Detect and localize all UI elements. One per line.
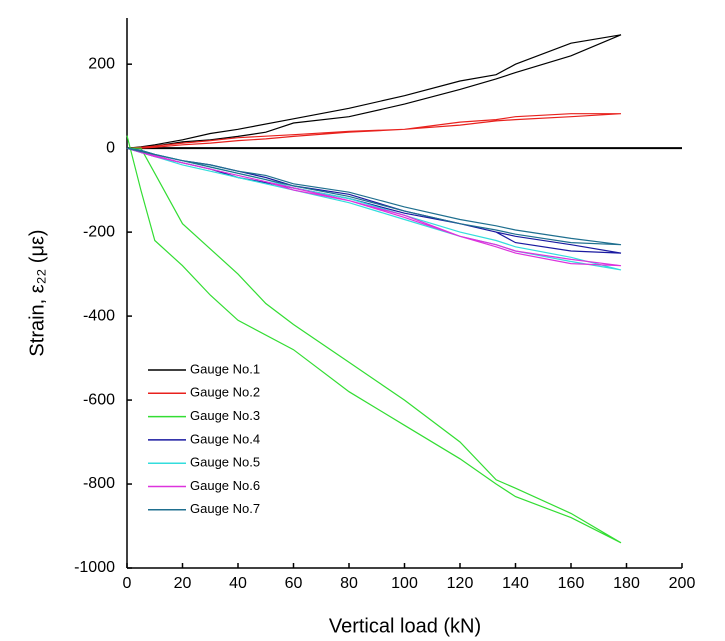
legend-label: Gauge No.5 — [190, 455, 260, 470]
series-line — [126, 113, 622, 149]
legend-label: Gauge No.2 — [190, 385, 260, 400]
x-tick-label: 160 — [558, 575, 585, 592]
x-tick-label: 140 — [502, 575, 529, 592]
y-tick-label: 200 — [88, 55, 115, 72]
x-tick-label: 200 — [669, 575, 696, 592]
x-tick-label: 60 — [285, 575, 303, 592]
legend-label: Gauge No.4 — [190, 431, 260, 446]
x-tick-label: 40 — [229, 575, 247, 592]
y-axis-label: Strain, ε₂₂ (με) — [26, 229, 48, 356]
legend-label: Gauge No.7 — [190, 501, 260, 516]
x-tick-label: 180 — [613, 575, 640, 592]
x-tick-label: 20 — [174, 575, 192, 592]
series-line — [126, 135, 622, 544]
x-axis-label: Vertical load (kN) — [329, 615, 481, 637]
y-tick-label: -400 — [83, 307, 115, 324]
legend-label: Gauge No.3 — [190, 408, 260, 423]
y-tick-label: -200 — [83, 223, 115, 240]
y-tick-label: 0 — [106, 139, 115, 156]
x-tick-label: 120 — [447, 575, 474, 592]
series-line — [126, 147, 622, 246]
y-tick-label: -800 — [83, 475, 115, 492]
legend-label: Gauge No.1 — [190, 361, 260, 376]
y-tick-label: -600 — [83, 391, 115, 408]
x-tick-label: 0 — [123, 575, 132, 592]
x-tick-label: 80 — [340, 575, 358, 592]
x-tick-label: 100 — [391, 575, 418, 592]
y-tick-label: -1000 — [74, 559, 115, 576]
legend-label: Gauge No.6 — [190, 478, 260, 493]
series-line — [126, 34, 622, 149]
series-line — [126, 147, 622, 267]
